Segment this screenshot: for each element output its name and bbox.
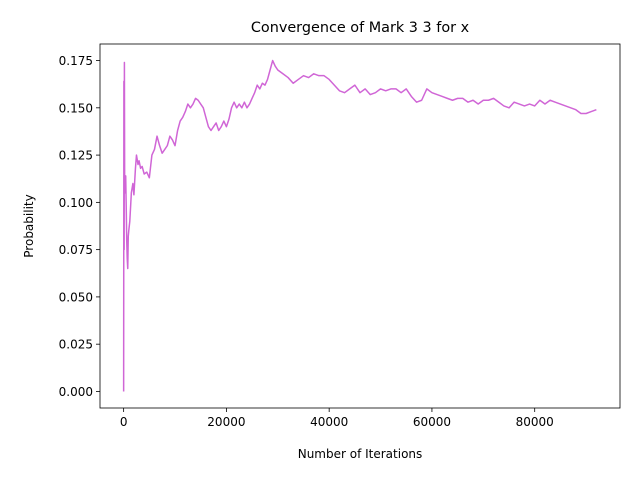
x-tick-label: 80000 [516, 415, 554, 429]
x-axis-ticks: 0 20000 40000 60000 80000 [120, 408, 554, 429]
y-tick-label: 0.125 [59, 149, 93, 163]
y-axis-ticks: 0.000 0.025 0.050 0.075 0.100 0.125 0.150 0.175 [59, 54, 100, 399]
y-tick-label: 0.175 [59, 54, 93, 68]
chart-title: Convergence of Mark 3 3 for x [251, 20, 470, 36]
x-tick-label: 0 [120, 415, 128, 429]
y-axis-label: Probability [22, 194, 36, 257]
x-tick-label: 60000 [413, 415, 451, 429]
series-line [122, 59, 597, 392]
y-tick-label: 0.050 [59, 290, 93, 304]
y-tick-label: 0.000 [59, 385, 93, 399]
x-tick-label: 40000 [310, 415, 348, 429]
y-tick-label: 0.150 [59, 101, 93, 115]
plot-frame [99, 43, 621, 409]
y-tick-label: 0.100 [59, 196, 93, 210]
y-tick-label: 0.025 [59, 338, 93, 352]
x-tick-label: 20000 [207, 415, 245, 429]
x-axis-label: Number of Iterations [298, 447, 423, 461]
plot-area [122, 59, 597, 392]
y-tick-label: 0.075 [59, 243, 93, 257]
